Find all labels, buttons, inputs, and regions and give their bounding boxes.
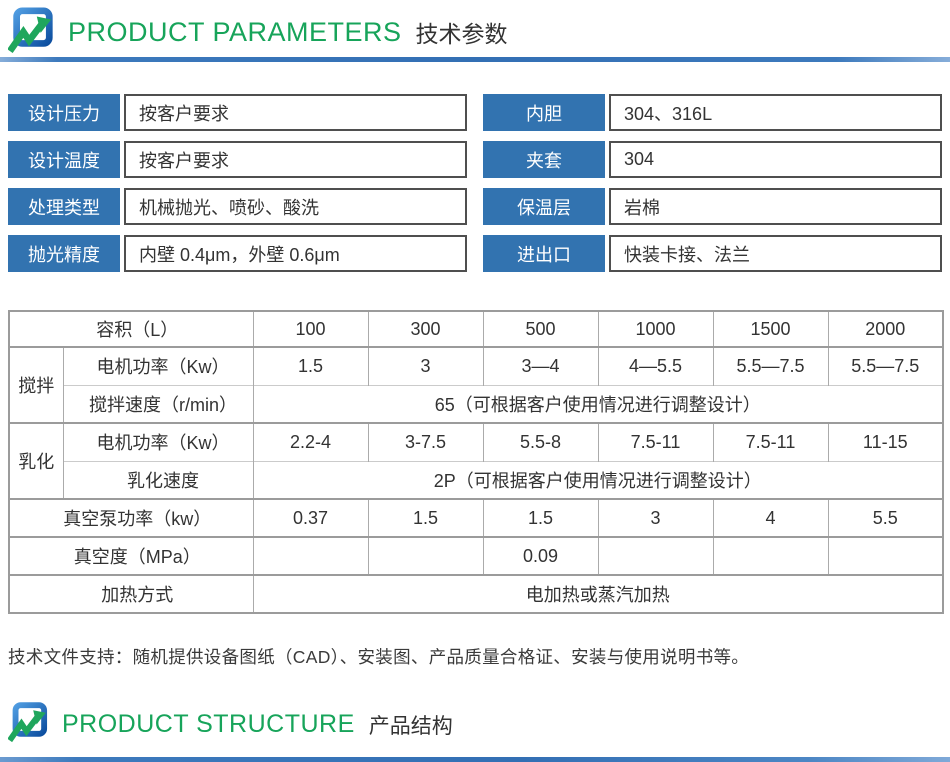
table-row-vacuum-pump-power: 真空泵功率（kw） 0.37 1.5 1.5 3 4 5.5 [8, 498, 944, 537]
table-cell [252, 536, 369, 575]
merged-value-cell: 2P（可根据客户使用情况进行调整设计） [252, 460, 944, 499]
spec-value: 机械抛光、喷砂、酸洗 [124, 188, 467, 225]
table-cell [367, 536, 484, 575]
table-row-vacuum-degree: 真空度（MPa） 0.09 [8, 536, 944, 575]
brand-logo-icon [7, 5, 56, 60]
table-row-emulsify-speed: 乳化速度 2P（可根据客户使用情况进行调整设计） [9, 460, 944, 499]
params-table-wrap: 容积（L） 100 300 500 1000 1500 2000 搅拌 电机功率… [8, 310, 945, 614]
table-cell [597, 536, 714, 575]
spec-row-inlet-outlet: 进出口 快装卡接、法兰 [483, 235, 942, 272]
spec-row-insulation: 保温层 岩棉 [483, 188, 942, 225]
tech-file-support-note: 技术文件支持：随机提供设备图纸（CAD）、安装图、产品质量合格证、安装与使用说明… [8, 647, 750, 667]
spec-label: 保温层 [483, 188, 605, 225]
table-row-heating-method: 加热方式 电加热或蒸汽加热 [8, 574, 944, 613]
structure-title-zh: 产品结构 [368, 714, 453, 738]
spec-value: 304、316L [609, 94, 942, 131]
spec-grid: 设计压力 按客户要求 设计温度 按客户要求 处理类型 机械抛光、喷砂、酸洗 抛光… [8, 94, 942, 282]
column-header-cell: 500 [482, 311, 599, 347]
spec-row-polish-precision: 抛光精度 内壁 0.4μm，外壁 0.6μm [8, 235, 467, 272]
page-title-zh: 技术参数 [415, 21, 508, 47]
row-label-cell: 乳化速度 [62, 460, 254, 499]
spec-value: 按客户要求 [124, 94, 467, 131]
table-cell: 3—4 [482, 346, 599, 385]
spec-value: 内壁 0.4μm，外壁 0.6μm [124, 235, 467, 272]
spec-value: 快装卡接、法兰 [609, 235, 942, 272]
table-cell [827, 536, 944, 575]
spec-column-right: 内胆 304、316L 夹套 304 保温层 岩棉 进出口 快装卡接、法兰 [483, 94, 942, 282]
row-label-cell: 加热方式 [8, 574, 254, 613]
spec-label: 设计温度 [8, 141, 120, 178]
table-cell [712, 536, 829, 575]
row-label-cell: 搅拌速度（r/min） [62, 384, 254, 423]
column-header-cell: 2000 [827, 311, 944, 347]
spec-label: 设计压力 [8, 94, 120, 131]
table-cell: 3 [367, 346, 484, 385]
header-divider [0, 57, 950, 62]
table-cell: 5.5 [827, 498, 944, 537]
spec-label: 夹套 [483, 141, 605, 178]
table-row-stir-speed: 搅拌速度（r/min） 65（可根据客户使用情况进行调整设计） [9, 384, 944, 423]
merged-value-cell: 电加热或蒸汽加热 [252, 574, 944, 613]
spec-value: 304 [609, 141, 942, 178]
spec-row-treatment-type: 处理类型 机械抛光、喷砂、酸洗 [8, 188, 467, 225]
table-cell: 7.5-11 [712, 422, 829, 461]
table-cell: 0.09 [482, 536, 599, 575]
structure-section-header: PRODUCT STRUCTURE 产品结构 [0, 700, 453, 749]
row-label-cell: 电机功率（Kw） [62, 422, 254, 461]
group-label-cell: 搅拌 [8, 346, 64, 423]
spec-label: 处理类型 [8, 188, 120, 225]
table-header-row: 容积（L） 100 300 500 1000 1500 2000 [8, 311, 944, 347]
spec-label: 抛光精度 [8, 235, 120, 272]
row-label-cell: 真空泵功率（kw） [8, 498, 254, 537]
group-label-cell: 乳化 [8, 422, 64, 499]
spec-row-jacket: 夹套 304 [483, 141, 942, 178]
params-table: 容积（L） 100 300 500 1000 1500 2000 搅拌 电机功率… [8, 310, 945, 614]
spec-label: 进出口 [483, 235, 605, 272]
table-cell: 1.5 [367, 498, 484, 537]
table-cell: 5.5—7.5 [712, 346, 829, 385]
brand-logo-icon [7, 700, 50, 749]
table-cell: 2.2-4 [252, 422, 369, 461]
table-cell: 4—5.5 [597, 346, 714, 385]
spec-row-inner-tank: 内胆 304、316L [483, 94, 942, 131]
spec-label: 内胆 [483, 94, 605, 131]
table-cell: 11-15 [827, 422, 944, 461]
column-header-cell: 100 [252, 311, 369, 347]
page-title-en: PRODUCT PARAMETERS [68, 16, 402, 47]
table-cell: 1.5 [252, 346, 369, 385]
spec-row-design-temperature: 设计温度 按客户要求 [8, 141, 467, 178]
spec-value: 按客户要求 [124, 141, 467, 178]
column-header-cell: 300 [367, 311, 484, 347]
bottom-divider [0, 757, 950, 762]
table-cell: 1.5 [482, 498, 599, 537]
table-row-stir-motor-power: 搅拌 电机功率（Kw） 1.5 3 3—4 4—5.5 5.5—7.5 5.5—… [8, 346, 944, 423]
page-header: PRODUCT PARAMETERS 技术参数 [0, 0, 950, 57]
table-cell: 3-7.5 [367, 422, 484, 461]
volume-header-cell: 容积（L） [8, 311, 254, 347]
table-cell: 5.5-8 [482, 422, 599, 461]
column-header-cell: 1000 [597, 311, 714, 347]
table-cell: 3 [597, 498, 714, 537]
table-cell: 4 [712, 498, 829, 537]
spec-value: 岩棉 [609, 188, 942, 225]
table-cell: 7.5-11 [597, 422, 714, 461]
spec-row-design-pressure: 设计压力 按客户要求 [8, 94, 467, 131]
spec-column-left: 设计压力 按客户要求 设计温度 按客户要求 处理类型 机械抛光、喷砂、酸洗 抛光… [8, 94, 467, 282]
column-header-cell: 1500 [712, 311, 829, 347]
table-cell: 0.37 [252, 498, 369, 537]
merged-value-cell: 65（可根据客户使用情况进行调整设计） [252, 384, 944, 423]
structure-title-en: PRODUCT STRUCTURE [62, 710, 355, 738]
table-row-emulsify-motor-power: 乳化 电机功率（Kw） 2.2-4 3-7.5 5.5-8 7.5-11 7.5… [8, 422, 944, 499]
row-label-cell: 真空度（MPa） [8, 536, 254, 575]
row-label-cell: 电机功率（Kw） [62, 346, 254, 385]
table-cell: 5.5—7.5 [827, 346, 944, 385]
